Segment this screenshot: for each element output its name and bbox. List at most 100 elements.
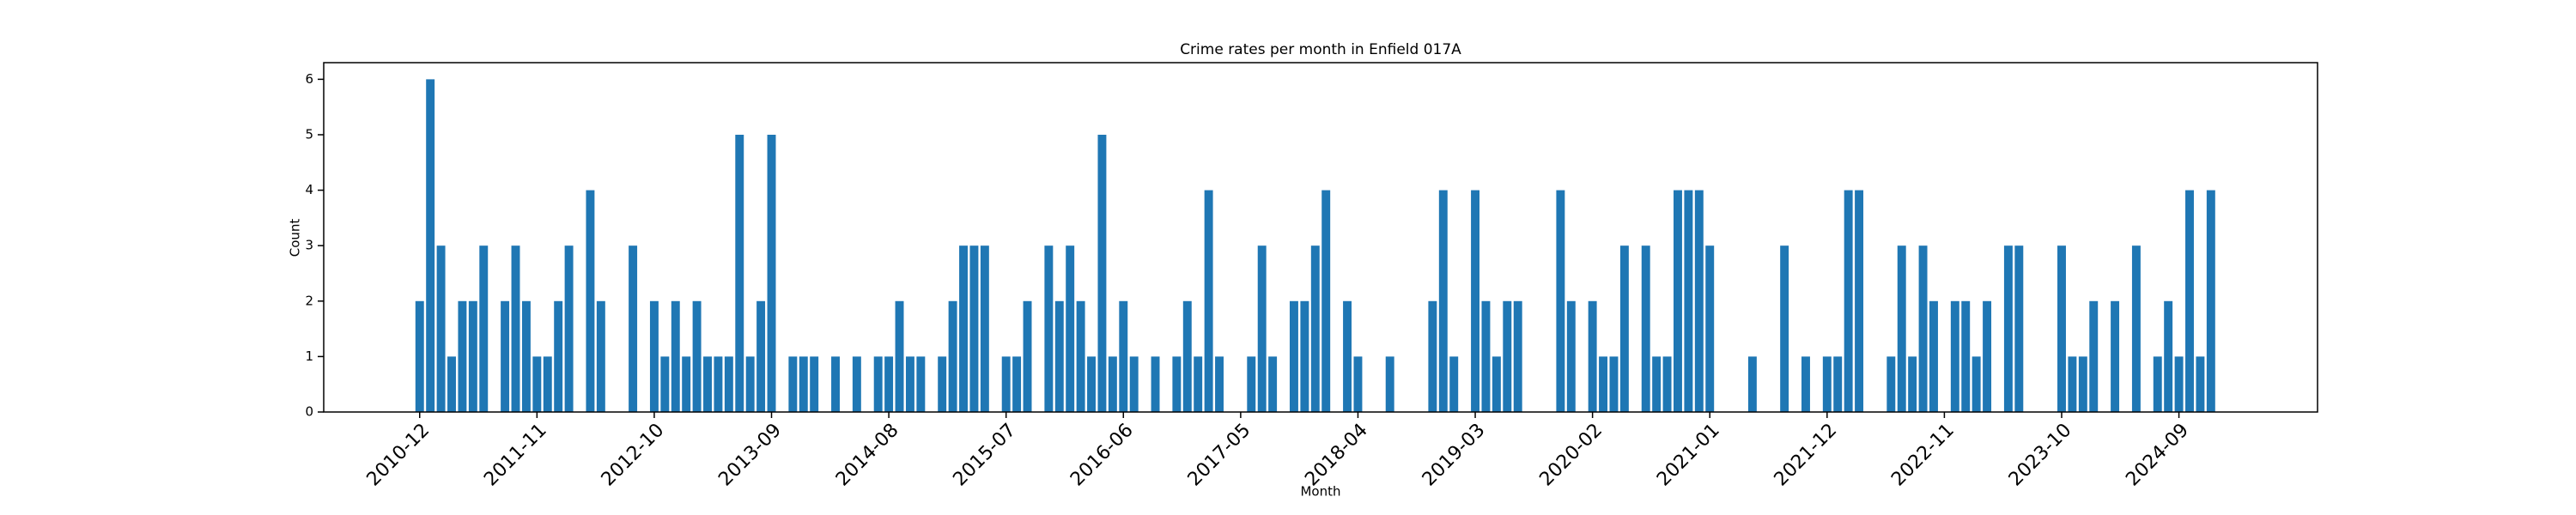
bar [660,356,670,412]
bar [1844,190,1853,413]
x-tick-label: 2020-02 [1535,420,1607,491]
bar [1833,356,1843,412]
bar [703,356,712,412]
y-tick-label: 5 [305,126,313,142]
bar [1609,356,1619,412]
x-tick-label: 2012-10 [598,420,669,491]
x-tick-label: 2023-10 [2005,420,2076,491]
bar [543,356,552,412]
x-tick-label: 2021-01 [1653,420,1724,491]
bar [2174,356,2184,412]
bar [1023,300,1032,412]
bar [852,356,861,412]
bar [2185,190,2194,413]
bar [735,134,744,412]
bar [426,79,435,412]
bar [895,300,904,412]
bar [969,245,979,412]
bar [1983,300,1992,412]
bar [1662,356,1672,412]
bar [2131,245,2141,412]
y-tick-label: 3 [305,238,313,253]
bar [1054,300,1064,412]
bar [629,245,638,412]
bar [1300,300,1309,412]
bar [1897,245,1906,412]
y-tick-label: 0 [305,404,313,420]
bar [1780,245,1789,412]
x-axis-label: Month [1300,484,1340,500]
bar [554,300,563,412]
bar [1588,300,1597,412]
bar [1641,245,1650,412]
bar [1289,300,1298,412]
bar [2164,300,2173,412]
bar [1822,356,1832,412]
bar [756,300,766,412]
bar [1438,190,1448,413]
bar [1855,190,1864,413]
x-tick-label: 2018-04 [1301,420,1372,491]
bar [745,356,755,412]
bar [1684,190,1693,413]
bar [938,356,947,412]
bar [532,356,542,412]
bar [1268,356,1278,412]
bar [1503,300,1512,412]
bar [767,134,776,412]
bar [905,356,914,412]
x-tick-label: 2021-12 [1771,420,1842,491]
bar [649,300,659,412]
x-tick-label: 2022-11 [1887,420,1959,491]
bar [564,245,574,412]
bar [511,245,520,412]
x-tick-label: 2016-06 [1066,420,1138,491]
x-tick-label: 2019-03 [1419,420,1490,491]
bar [1172,356,1182,412]
bar [1801,356,1810,412]
bar [873,356,883,412]
y-axis-label: Count [288,219,303,258]
bar [2003,245,2013,412]
bar [1076,300,1085,412]
x-tick-label: 2011-11 [480,420,551,491]
bar [1481,300,1491,412]
bar [415,300,424,412]
bar [2111,300,2120,412]
bar [2078,356,2087,412]
y-tick-label: 2 [305,293,313,308]
bar [2153,356,2162,412]
bar [1119,300,1128,412]
bar [1001,356,1011,412]
bar [2014,245,2024,412]
bar [980,245,989,412]
bar [1674,190,1682,413]
bar [1929,300,1938,412]
bar [1566,300,1576,412]
bar [2057,245,2066,412]
bar [1108,356,1117,412]
bar [468,300,477,412]
bar [671,300,680,412]
bar [799,356,808,412]
bar [788,356,798,412]
bar [596,300,605,412]
y-tick-label: 6 [305,71,313,87]
bar [2089,300,2099,412]
x-tick-label: 2024-09 [2122,420,2193,491]
bar [1556,190,1565,413]
bar [1513,300,1522,412]
bar [1343,300,1352,412]
bar [1694,190,1704,413]
bar [1194,356,1203,412]
bar [916,356,926,412]
bar [1428,300,1437,412]
y-tick-label: 4 [305,182,313,197]
bar [1950,300,1959,412]
bar [948,300,957,412]
y-tick-label: 1 [305,348,313,364]
bar [1151,356,1160,412]
bar [714,356,723,412]
bar [1652,356,1662,412]
